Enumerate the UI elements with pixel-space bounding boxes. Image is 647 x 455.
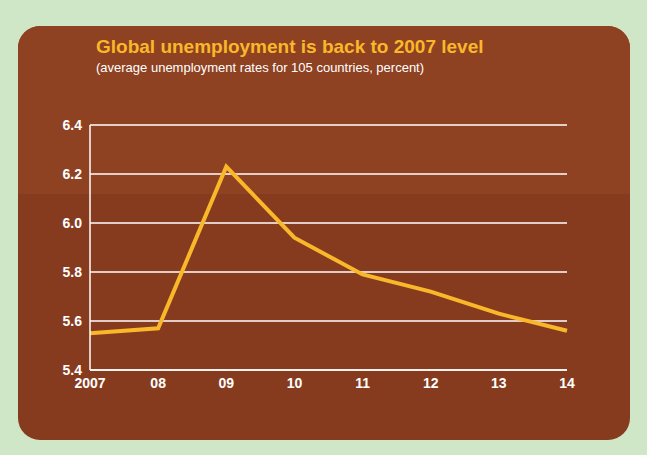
svg-text:6.0: 6.0 <box>63 215 83 231</box>
svg-text:12: 12 <box>423 375 439 391</box>
svg-text:5.8: 5.8 <box>63 264 83 280</box>
svg-text:09: 09 <box>218 375 234 391</box>
svg-text:13: 13 <box>491 375 507 391</box>
svg-text:5.4: 5.4 <box>63 362 83 378</box>
svg-text:08: 08 <box>150 375 166 391</box>
svg-text:11: 11 <box>355 375 370 391</box>
html-text:Global unemployment is back to: Global unemployment is back to 2007 leve… <box>96 36 484 57</box>
html-text:(average unemployment rates fo: (average unemployment rates for 105 coun… <box>96 60 425 75</box>
svg-text:2007: 2007 <box>74 374 106 391</box>
svg-text:5.6: 5.6 <box>63 313 83 329</box>
svg-text:6.4: 6.4 <box>63 117 83 133</box>
svg-text:14: 14 <box>559 375 575 391</box>
svg-text:6.2: 6.2 <box>63 166 83 182</box>
svg-text:10: 10 <box>287 375 303 391</box>
